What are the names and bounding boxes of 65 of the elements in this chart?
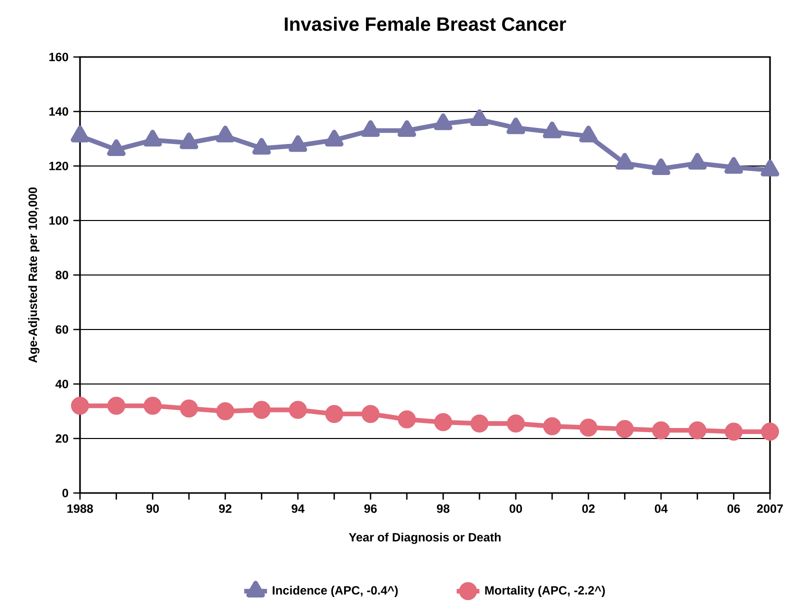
x-tick-label: 02 <box>582 504 595 513</box>
x-tick-label: 00 <box>510 504 522 513</box>
point <box>107 396 126 415</box>
x-tick-label: 06 <box>728 504 740 513</box>
point <box>362 404 380 423</box>
point <box>543 417 562 436</box>
point <box>724 157 743 174</box>
y-tick-label: 120 <box>49 162 68 170</box>
x-tick-label: 96 <box>364 504 377 513</box>
point <box>361 120 380 137</box>
point <box>761 422 780 441</box>
y-tick-label: 0 <box>62 488 68 498</box>
chart-title: Invasive Female Breast Cancer <box>284 16 566 31</box>
x-axis-title: Year of Diagnosis or Death <box>348 532 501 544</box>
y-tick-label: 160 <box>49 52 68 62</box>
point <box>216 126 235 142</box>
point <box>579 126 598 142</box>
point <box>760 160 780 176</box>
point <box>434 113 452 130</box>
point <box>70 126 90 142</box>
y-tick-label: 140 <box>49 107 68 116</box>
x-tick-label: 04 <box>654 504 668 513</box>
point <box>288 400 307 419</box>
y-tick-label: 60 <box>56 325 68 334</box>
point <box>398 410 416 428</box>
legend-label: Incidence (APC, -0.4^) <box>272 586 398 597</box>
point <box>579 418 598 437</box>
point <box>143 130 162 146</box>
y-tick-label: 80 <box>56 270 68 280</box>
y-tick-label: 100 <box>49 216 68 225</box>
point <box>324 130 344 146</box>
point <box>144 396 162 415</box>
point <box>107 139 126 156</box>
point <box>252 400 271 419</box>
x-tick-label: 1988 <box>67 504 93 513</box>
point <box>652 158 670 176</box>
point <box>180 400 198 418</box>
point <box>542 122 562 138</box>
y-axis-title: Age-Adjusted Rate per 100,000 <box>28 187 40 363</box>
point <box>724 422 743 441</box>
point <box>506 414 525 433</box>
point <box>615 152 634 170</box>
point <box>325 404 344 423</box>
point <box>506 118 526 134</box>
x-tick-label: 90 <box>146 504 159 513</box>
point <box>652 421 670 440</box>
legend-label: Mortality (APC, -2.2^) <box>485 586 605 597</box>
x-tick-label: 94 <box>292 504 305 513</box>
x-tick-label: 92 <box>219 504 232 513</box>
point <box>688 421 706 440</box>
point <box>252 138 271 155</box>
point <box>434 413 452 432</box>
x-tick-label: 98 <box>436 504 450 513</box>
y-tick-label: 20 <box>56 434 68 443</box>
point <box>470 109 489 126</box>
point <box>470 414 488 433</box>
point <box>71 396 90 415</box>
point <box>216 402 234 420</box>
x-tick-label: 2007 <box>757 504 783 513</box>
point <box>398 120 416 137</box>
point <box>688 152 707 170</box>
point <box>288 135 308 152</box>
point <box>616 420 634 438</box>
point <box>180 132 198 150</box>
y-tick-label: 40 <box>55 380 68 388</box>
